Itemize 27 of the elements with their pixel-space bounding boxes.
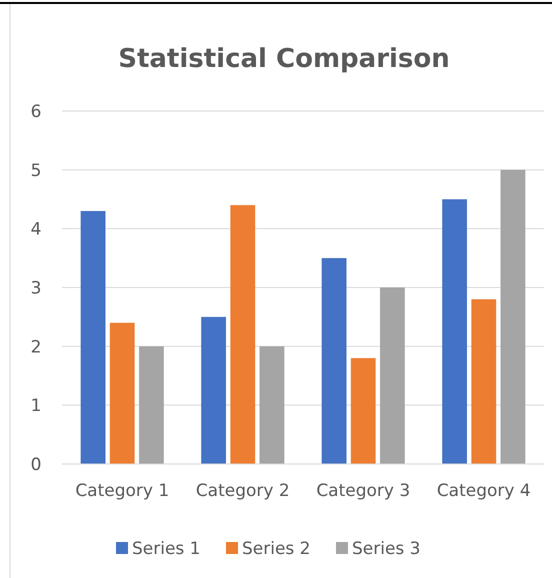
bar [322, 258, 346, 464]
y-tick-label: 0 [30, 454, 42, 475]
x-tick-label: Category 2 [196, 481, 290, 501]
bar [201, 316, 226, 464]
bar [139, 346, 164, 464]
x-tick-label: Category 4 [436, 481, 531, 501]
x-tick-label: Category 3 [316, 481, 410, 501]
bar [80, 211, 106, 464]
bar [380, 288, 405, 464]
legend-label: Series 1 [132, 538, 200, 559]
bar [350, 358, 376, 464]
legend-label: Series 3 [352, 538, 420, 559]
y-tick-label: 5 [30, 160, 42, 181]
bar [260, 346, 284, 464]
bar [110, 322, 135, 464]
y-tick-label: 1 [30, 396, 42, 416]
x-tick-label: Category 1 [75, 481, 170, 501]
chart-title: Statistical Comparison [118, 44, 450, 74]
y-tick-label: 4 [30, 220, 42, 240]
y-tick-label: 2 [30, 337, 42, 358]
bar [442, 199, 467, 464]
bar [500, 170, 526, 464]
bar [230, 205, 256, 464]
y-tick-label: 3 [30, 278, 42, 298]
legend-label: Series 2 [242, 538, 310, 559]
bar [471, 299, 496, 464]
y-tick-label: 6 [30, 102, 42, 122]
